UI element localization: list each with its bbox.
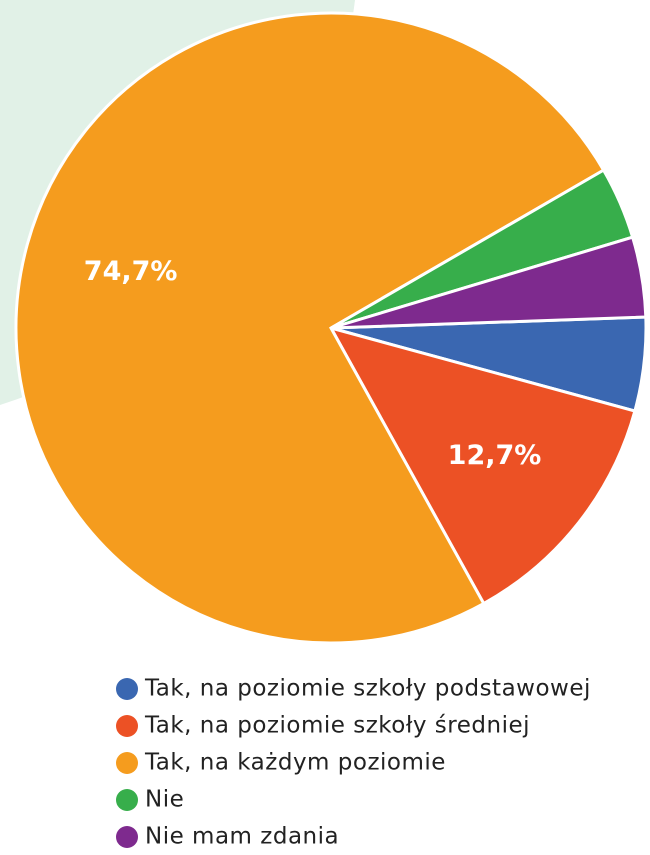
legend-label: Tak, na poziomie szkoły średniej (144, 713, 530, 739)
slice-label: 12,7% (448, 440, 542, 471)
slice-label: 74,7% (84, 256, 178, 287)
legend-label: Tak, na poziomie szkoły podstawowej (144, 676, 591, 702)
pie-slice (14, 11, 606, 645)
legend-label: Nie (145, 787, 184, 813)
pie-slice (327, 325, 637, 606)
legend-marker (116, 789, 138, 811)
legend-marker (116, 715, 138, 737)
legend-marker (116, 826, 138, 848)
legend-label: Nie mam zdania (145, 824, 339, 850)
legend-marker (116, 752, 138, 774)
pie-slice (330, 235, 648, 330)
legend-label: Tak, na każdym poziomie (144, 750, 446, 776)
legend-marker (116, 678, 138, 700)
